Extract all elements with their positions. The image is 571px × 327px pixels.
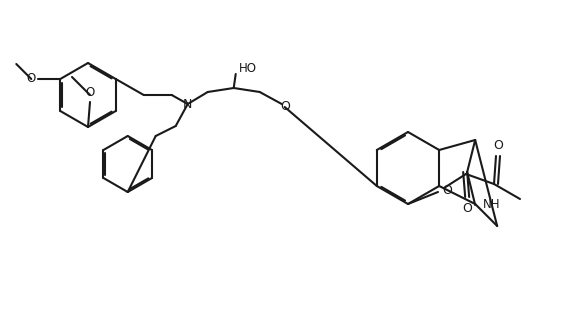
Text: O: O: [442, 183, 452, 197]
Text: NH: NH: [483, 198, 501, 211]
Text: O: O: [463, 202, 472, 215]
Text: O: O: [493, 139, 503, 152]
Text: O: O: [86, 86, 95, 99]
Text: N: N: [183, 97, 192, 111]
Text: HO: HO: [239, 61, 257, 75]
Text: O: O: [26, 73, 35, 85]
Text: O: O: [280, 100, 289, 113]
